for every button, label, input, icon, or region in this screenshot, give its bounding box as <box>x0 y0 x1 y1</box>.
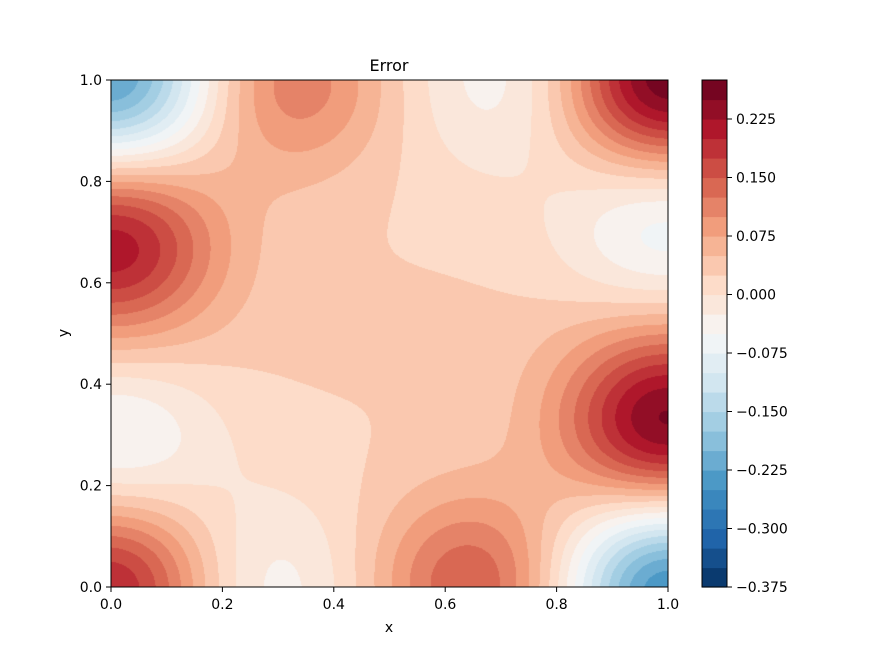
x-tick-label: 1.0 <box>657 597 679 613</box>
colorbar-band <box>702 138 727 159</box>
colorbar-band <box>702 314 727 335</box>
colorbar-band <box>702 177 727 198</box>
colorbar: −0.375 −0.300 −0.225 −0.150 −0.075 0.000 0.075… <box>701 79 788 596</box>
x-tick-label: 0.6 <box>434 597 456 613</box>
colorbar-band <box>702 255 727 276</box>
y-axis-label: y <box>56 329 72 337</box>
colorbar-band <box>702 99 727 120</box>
colorbar-band <box>702 372 727 393</box>
colorbar-band <box>702 333 727 354</box>
x-axis-label: x <box>385 620 393 636</box>
plot-frame <box>110 79 669 588</box>
plot-area <box>110 79 669 588</box>
colorbar-tick-label: 0.000 <box>736 288 776 304</box>
colorbar-band <box>702 528 727 549</box>
y-tick-label: 0.0 <box>80 580 102 596</box>
colorbar-band <box>702 294 727 315</box>
colorbar-ticks: −0.375 −0.300 −0.225 −0.150 −0.075 0.000 0.075… <box>727 112 788 596</box>
colorbar-tick-label: 0.150 <box>736 171 776 187</box>
colorbar-band <box>702 216 727 237</box>
heatmap-surface <box>111 80 668 587</box>
colorbar-band <box>702 489 727 510</box>
x-axis: 0.0 0.2 0.4 0.6 0.8 1.0 <box>100 587 679 613</box>
chart-title: Error <box>370 56 409 75</box>
colorbar-band <box>702 275 727 296</box>
y-tick-label: 0.4 <box>80 377 102 393</box>
colorbar-band <box>702 548 727 569</box>
y-tick-label: 0.2 <box>80 479 102 495</box>
colorbar-band <box>702 392 727 413</box>
colorbar-band <box>702 197 727 218</box>
y-tick-label: 0.8 <box>80 174 102 190</box>
colorbar-band <box>702 353 727 374</box>
colorbar-band <box>702 509 727 530</box>
colorbar-frame <box>701 79 728 588</box>
colorbar-tick-label: −0.075 <box>736 346 788 362</box>
colorbar-band <box>702 80 727 101</box>
x-tick-label: 0.8 <box>545 597 567 613</box>
x-tick-label: 0.4 <box>323 597 345 613</box>
x-tick-label: 0.2 <box>211 597 233 613</box>
colorbar-tick-label: −0.150 <box>736 405 788 421</box>
colorbar-tick-label: −0.225 <box>736 463 788 479</box>
colorbar-tick-label: 0.225 <box>736 112 776 128</box>
colorbar-band <box>702 158 727 179</box>
colorbar-band <box>702 411 727 432</box>
colorbar-band <box>702 119 727 140</box>
colorbar-band <box>702 431 727 452</box>
y-tick-label: 0.6 <box>80 276 102 292</box>
colorbar-band <box>702 450 727 471</box>
colorbar-tick-label: 0.075 <box>736 229 776 245</box>
x-tick-label: 0.0 <box>100 597 122 613</box>
colorbar-tick-label: −0.300 <box>736 522 788 538</box>
y-axis: 0.0 0.2 0.4 0.6 0.8 1.0 <box>80 73 111 596</box>
colorbar-bands <box>702 80 727 588</box>
colorbar-band <box>702 470 727 491</box>
y-tick-label: 1.0 <box>80 73 102 89</box>
colorbar-band <box>702 236 727 257</box>
colorbar-tick-label: −0.375 <box>736 580 788 596</box>
colorbar-band <box>702 567 727 588</box>
